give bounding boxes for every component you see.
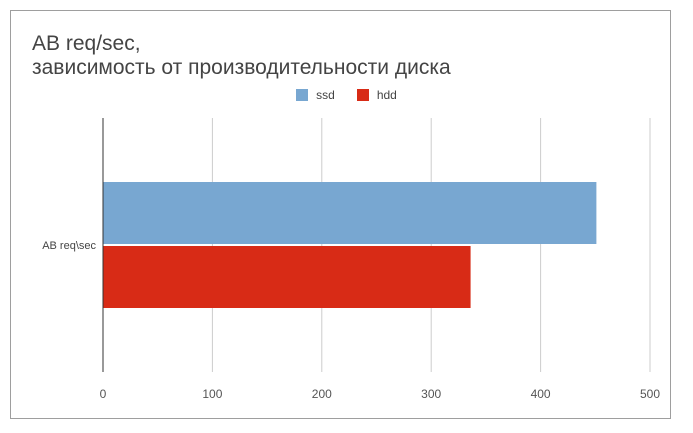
legend-swatch-hdd [356, 89, 369, 101]
x-tick-label-200: 200 [312, 387, 332, 401]
chart-title-block: AB req/sec, зависимость от производитель… [32, 32, 451, 80]
legend-swatch-ssd [296, 89, 309, 101]
x-tick-label-100: 100 [202, 387, 222, 401]
x-tick-label-0: 0 [100, 387, 107, 401]
x-tick-label-500: 500 [640, 387, 660, 401]
legend-item-ssd: ssd [296, 88, 335, 102]
x-tick-label-400: 400 [531, 387, 551, 401]
legend-item-hdd: hdd [356, 88, 397, 102]
chart-title: AB req/sec, [32, 32, 141, 55]
legend-label-ssd: ssd [316, 88, 335, 102]
x-tick-label-300: 300 [421, 387, 441, 401]
legend-label-hdd: hdd [376, 88, 397, 102]
chart-subtitle: зависимость от производительности диска [32, 56, 451, 79]
bar-hdd [103, 246, 471, 308]
chart-legend: ssd hdd [0, 88, 693, 102]
bar-ssd [103, 182, 597, 244]
category-label: AB req\sec [42, 240, 96, 252]
